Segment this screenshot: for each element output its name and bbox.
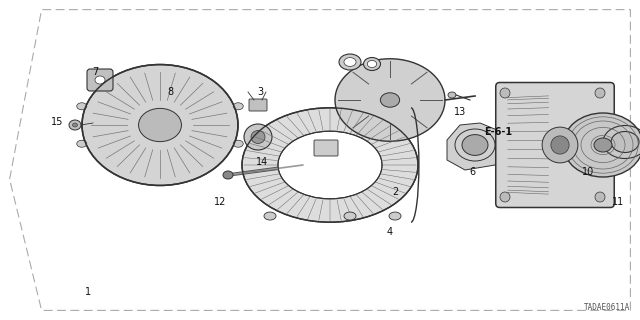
Ellipse shape xyxy=(448,92,456,98)
Ellipse shape xyxy=(82,65,238,186)
Ellipse shape xyxy=(595,192,605,202)
Text: 13: 13 xyxy=(454,107,466,117)
Ellipse shape xyxy=(72,123,77,127)
Ellipse shape xyxy=(595,88,605,98)
Ellipse shape xyxy=(500,88,510,98)
Ellipse shape xyxy=(223,171,233,179)
Ellipse shape xyxy=(339,54,361,70)
Ellipse shape xyxy=(462,135,488,156)
Text: 10: 10 xyxy=(582,167,594,177)
Ellipse shape xyxy=(77,103,87,110)
Text: 2: 2 xyxy=(392,187,398,197)
Ellipse shape xyxy=(344,212,356,220)
Ellipse shape xyxy=(77,140,87,147)
Ellipse shape xyxy=(233,140,243,147)
Ellipse shape xyxy=(344,58,356,67)
Ellipse shape xyxy=(551,136,569,154)
Ellipse shape xyxy=(542,127,578,163)
Text: TADAE0611A: TADAE0611A xyxy=(584,303,630,312)
FancyBboxPatch shape xyxy=(87,69,113,91)
Text: 3: 3 xyxy=(257,87,263,97)
Text: 15: 15 xyxy=(51,117,63,127)
Ellipse shape xyxy=(95,76,105,84)
Text: 1: 1 xyxy=(85,287,91,297)
Text: 7: 7 xyxy=(92,67,98,77)
Text: 11: 11 xyxy=(612,197,624,207)
Ellipse shape xyxy=(278,131,382,199)
Ellipse shape xyxy=(367,60,377,68)
Ellipse shape xyxy=(138,108,182,142)
Text: 4: 4 xyxy=(387,227,393,237)
Polygon shape xyxy=(447,123,503,170)
Ellipse shape xyxy=(233,103,243,110)
Ellipse shape xyxy=(563,113,640,177)
Ellipse shape xyxy=(364,58,381,70)
FancyBboxPatch shape xyxy=(314,140,338,156)
FancyBboxPatch shape xyxy=(496,83,614,207)
Ellipse shape xyxy=(69,120,81,130)
FancyBboxPatch shape xyxy=(249,99,267,111)
Text: 14: 14 xyxy=(256,157,268,167)
Ellipse shape xyxy=(380,93,399,107)
Text: 8: 8 xyxy=(167,87,173,97)
Ellipse shape xyxy=(264,212,276,220)
Ellipse shape xyxy=(335,59,445,141)
Ellipse shape xyxy=(242,108,418,222)
Ellipse shape xyxy=(611,132,639,153)
Text: 12: 12 xyxy=(214,197,226,207)
Ellipse shape xyxy=(389,212,401,220)
Ellipse shape xyxy=(594,138,612,152)
Ellipse shape xyxy=(500,192,510,202)
Ellipse shape xyxy=(251,131,265,143)
Ellipse shape xyxy=(244,124,272,150)
Text: E-6-1: E-6-1 xyxy=(484,127,512,137)
Text: 6: 6 xyxy=(469,167,475,177)
